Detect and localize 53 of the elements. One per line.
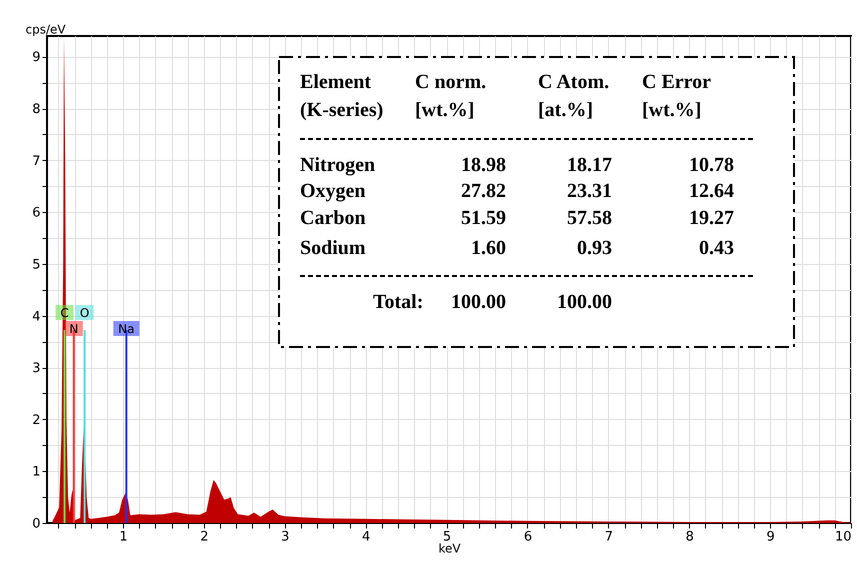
x-tick-label: 6 xyxy=(524,530,532,544)
y-tick-label: 2 xyxy=(32,412,40,428)
ref-line-label: Na xyxy=(118,322,135,336)
annotation: 27.82 xyxy=(461,179,506,203)
annotation: 0.93 xyxy=(577,236,612,260)
y-tick-label: 5 xyxy=(32,257,40,272)
annotation: Nitrogen xyxy=(300,153,376,177)
y-axis-title: cps/eV xyxy=(26,22,66,36)
annotation: Carbon xyxy=(300,206,366,230)
x-tick-label: 3 xyxy=(281,530,290,544)
annotation: 18.98 xyxy=(461,153,506,177)
annotation: 10.78 xyxy=(689,153,734,177)
annotation: 1.60 xyxy=(471,236,506,260)
y-tick-label: 1 xyxy=(32,464,40,480)
y-tick-label: 4 xyxy=(32,309,40,324)
annotation: 57.58 xyxy=(567,206,612,230)
y-tick-label: 6 xyxy=(32,206,40,221)
annotation: 100.00 xyxy=(451,290,506,314)
x-axis-title: keV xyxy=(438,542,462,556)
annotation: 18.17 xyxy=(567,153,612,177)
y-tick-label: 3 xyxy=(32,361,40,376)
annotation: 100.00 xyxy=(557,290,612,314)
y-tick-label: 8 xyxy=(32,102,40,118)
ref-line-label: O xyxy=(80,306,90,320)
ref-line-label: N xyxy=(69,322,78,336)
y-tick-label: 0 xyxy=(32,516,40,532)
x-tick-label: 2 xyxy=(200,530,209,544)
annotation: C Atom. xyxy=(538,70,610,94)
annotation: C Error xyxy=(642,70,712,94)
annotation: 12.64 xyxy=(689,179,734,203)
annotation: C norm. xyxy=(415,70,486,94)
x-tick-label: 4 xyxy=(362,530,370,544)
annotation: (K-series) xyxy=(300,98,384,122)
x-tick-label: 9 xyxy=(766,530,775,544)
x-tick-label: 7 xyxy=(604,530,613,544)
y-tick-label: 9 xyxy=(32,50,40,66)
annotation: 51.59 xyxy=(461,206,506,230)
annotation: Total: xyxy=(373,290,424,314)
annotation: [wt.%] xyxy=(415,98,474,122)
ref-line-label: C xyxy=(60,306,69,320)
annotation: [wt.%] xyxy=(642,98,702,122)
annotation: 19.27 xyxy=(689,206,734,230)
x-tick-label: 10 xyxy=(834,530,852,544)
x-tick-label: 1 xyxy=(119,530,128,544)
annotation: 23.31 xyxy=(567,179,612,203)
annotation: Sodium xyxy=(300,236,366,260)
x-tick-label: 8 xyxy=(686,530,694,544)
y-tick-label: 7 xyxy=(32,154,40,169)
annotation: Element xyxy=(300,70,372,94)
annotation: 0.43 xyxy=(699,236,734,260)
x-tick-label: 5 xyxy=(442,530,452,544)
annotation: [at.%] xyxy=(538,98,593,122)
annotation: Oxygen xyxy=(300,179,366,203)
